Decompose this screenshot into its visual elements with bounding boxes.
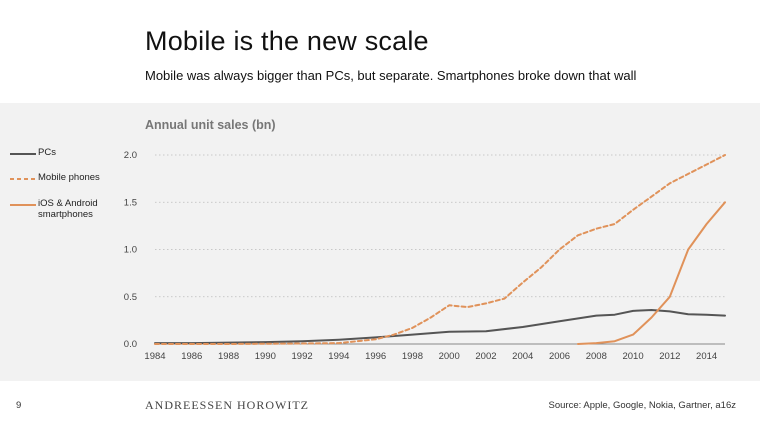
series-line-pcs bbox=[154, 309, 726, 345]
x-tick-label: 2014 bbox=[696, 351, 717, 362]
x-tick-label: 2006 bbox=[549, 351, 570, 362]
y-tick-label: 1.5 bbox=[124, 197, 137, 208]
legend-swatch-mobile-phones bbox=[10, 178, 36, 180]
chart-title: Annual unit sales (bn) bbox=[145, 118, 276, 132]
y-tick-label: 1.0 bbox=[124, 245, 137, 256]
page-number: 9 bbox=[16, 400, 22, 411]
y-tick-label: 0.0 bbox=[124, 339, 137, 350]
legend-item-smartphones: iOS & Android smartphones bbox=[10, 198, 128, 220]
slide-subtitle: Mobile was always bigger than PCs, but s… bbox=[145, 68, 637, 83]
series-line-mobile-phones bbox=[154, 154, 726, 345]
x-tick-label: 2000 bbox=[439, 351, 460, 362]
x-tick-label: 1998 bbox=[402, 351, 423, 362]
x-tick-label: 1992 bbox=[292, 351, 313, 362]
source-note: Source: Apple, Google, Nokia, Gartner, a… bbox=[548, 400, 736, 411]
x-tick-label: 2004 bbox=[512, 351, 533, 362]
slide-title: Mobile is the new scale bbox=[145, 26, 429, 56]
x-tick-label: 1986 bbox=[181, 351, 202, 362]
x-tick-label: 2008 bbox=[586, 351, 607, 362]
x-tick-label: 1990 bbox=[255, 351, 276, 362]
x-tick-label: 2002 bbox=[475, 351, 496, 362]
legend-swatch-smartphones bbox=[10, 204, 36, 206]
legend-label-smartphones: iOS & Android smartphones bbox=[38, 198, 98, 220]
legend-swatch-pcs bbox=[10, 153, 36, 155]
series-line-smartphones bbox=[576, 201, 726, 345]
y-tick-label: 0.5 bbox=[124, 292, 137, 303]
legend-label-mobile-phones: Mobile phones bbox=[38, 172, 100, 183]
x-tick-label: 1984 bbox=[144, 351, 165, 362]
x-tick-label: 2010 bbox=[622, 351, 643, 362]
legend-label-pcs: PCs bbox=[38, 147, 56, 158]
brand-logo-text: ANDREESSEN HOROWITZ bbox=[145, 398, 309, 412]
x-tick-label: 1988 bbox=[218, 351, 239, 362]
legend-item-pcs: PCs bbox=[10, 147, 56, 159]
x-tick-label: 1996 bbox=[365, 351, 386, 362]
legend-item-mobile-phones: Mobile phones bbox=[10, 172, 100, 184]
x-tick-label: 1994 bbox=[328, 351, 349, 362]
x-tick-label: 2012 bbox=[659, 351, 680, 362]
y-tick-label: 2.0 bbox=[124, 150, 137, 161]
